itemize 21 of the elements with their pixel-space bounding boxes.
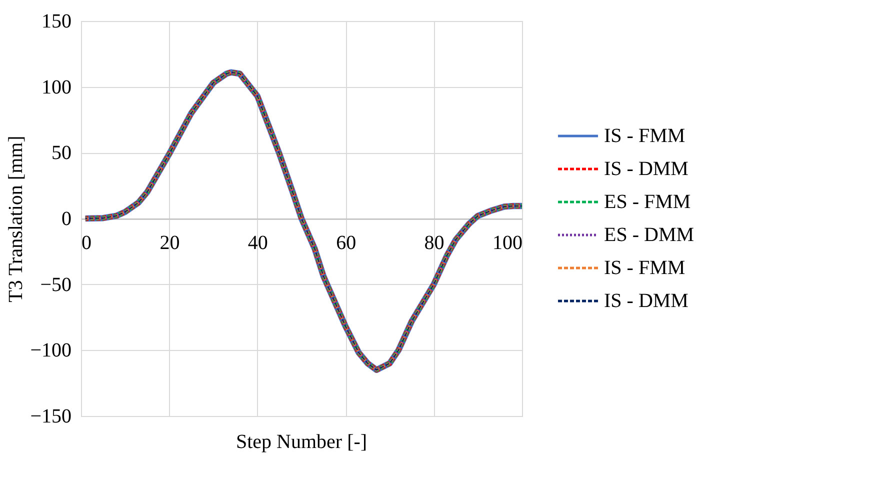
y-tick-label: 50 (52, 142, 72, 164)
legend-label: IS - DMM (604, 158, 689, 180)
y-tick-label: −50 (40, 274, 72, 296)
x-tick-label: 80 (424, 232, 444, 254)
y-tick-label: −150 (30, 406, 72, 428)
legend-label: IS - DMM (604, 290, 689, 312)
y-axis-title: T3 Translation [mm] (5, 136, 28, 302)
legend-label: IS - FMM (604, 125, 686, 147)
x-tick-label: 100 (492, 232, 522, 254)
y-tick-label: −100 (30, 340, 72, 362)
x-tick-label: 20 (160, 232, 180, 254)
legend-label: IS - FMM (604, 257, 686, 279)
x-tick-label: 40 (248, 232, 268, 254)
legend-label: ES - FMM (604, 191, 691, 213)
x-tick-label: 60 (336, 232, 356, 254)
y-tick-label: 0 (62, 208, 72, 230)
y-tick-label: 150 (42, 10, 72, 32)
y-tick-label: 100 (42, 76, 72, 98)
x-tick-label: 0 (82, 232, 92, 254)
x-axis-title: Step Number [-] (236, 431, 368, 453)
legend-label: ES - DMM (604, 224, 694, 246)
